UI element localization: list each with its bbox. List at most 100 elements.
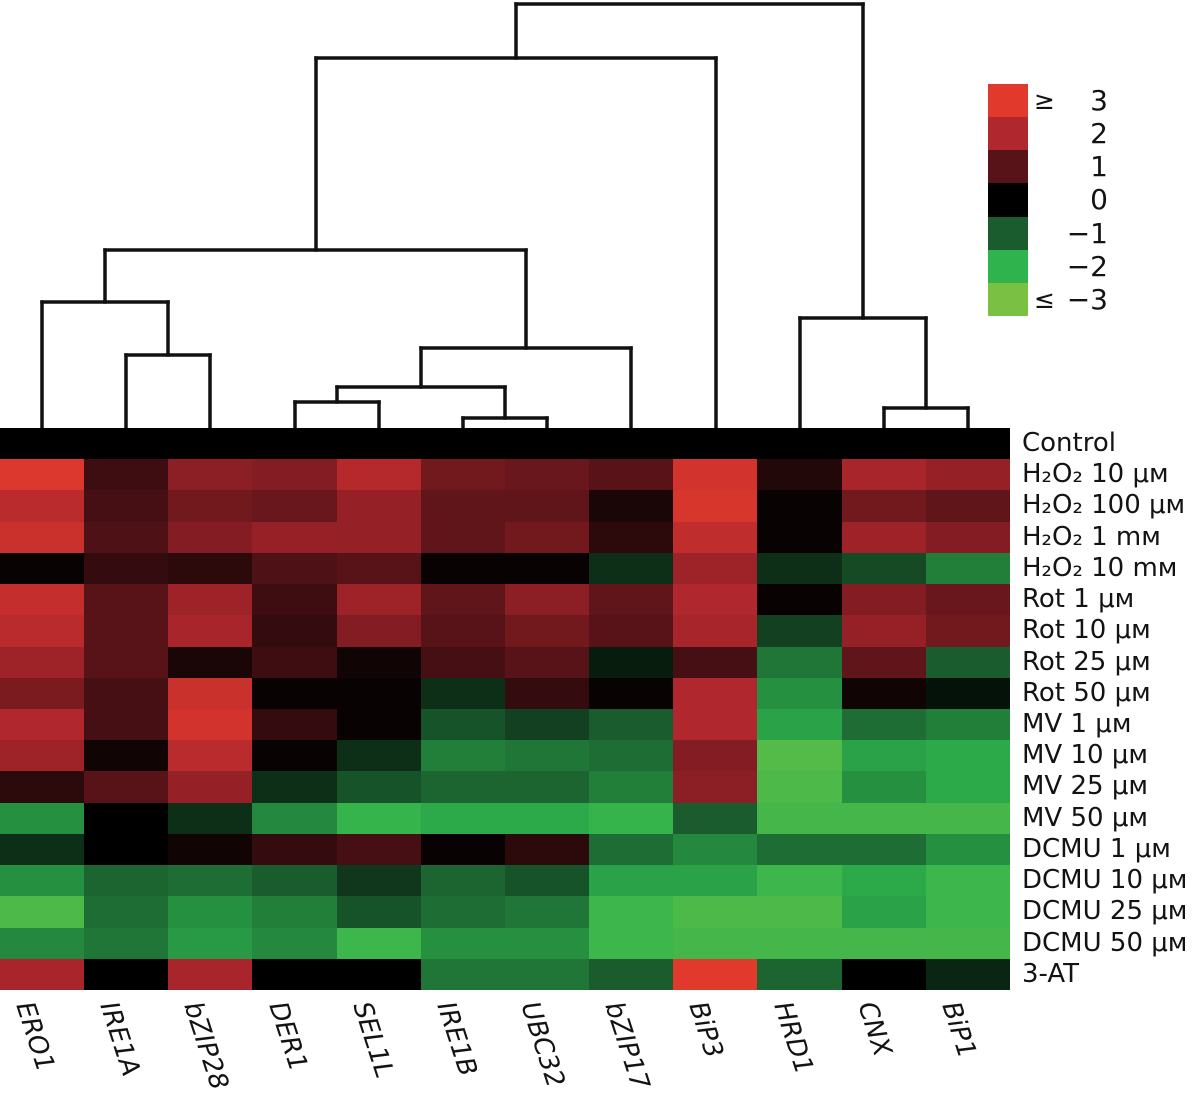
heatmap-cell [757, 459, 842, 491]
column-label: bZIP17 [598, 998, 656, 1094]
heatmap-cell [673, 708, 758, 741]
legend-color-swatch [988, 282, 1028, 316]
heatmap-cell [504, 677, 590, 709]
heatmap-cell [168, 740, 253, 772]
heatmap-cell [757, 552, 842, 585]
heatmap-cell [84, 677, 169, 709]
heatmap-cell [0, 646, 85, 678]
heatmap-cell [252, 490, 337, 522]
heatmap-cell [336, 927, 421, 959]
heatmap-cell [336, 740, 421, 772]
heatmap-cell [420, 552, 505, 585]
heatmap-cell [925, 958, 1010, 990]
heatmap-cell [841, 428, 926, 460]
legend-inequality-symbol: ≥ [1034, 86, 1055, 116]
column-label: UBC32 [514, 998, 571, 1092]
heatmap-cell [168, 428, 253, 460]
legend-value: −1 [1066, 216, 1108, 250]
heatmap-cell [925, 552, 1010, 585]
heatmap-cell [925, 802, 1010, 834]
heatmap-cell [336, 833, 421, 866]
row-label: Rot 25 μᴍ [1022, 646, 1151, 677]
heatmap-cell [0, 552, 85, 585]
heatmap-cell [673, 646, 758, 678]
row-label: DCMU 50 μᴍ [1022, 927, 1188, 958]
row-label: DCMU 1 μᴍ [1022, 833, 1171, 864]
heatmap-cell [589, 459, 674, 491]
heatmap-cell [168, 490, 253, 522]
heatmap-cell [504, 584, 590, 616]
heatmap-cell [504, 958, 590, 990]
heatmap-cell [336, 896, 421, 928]
heatmap-cell [589, 771, 674, 803]
heatmap-cell [336, 584, 421, 616]
heatmap-cell [504, 490, 590, 522]
heatmap-cell [925, 428, 1010, 460]
heatmap-cell [841, 584, 926, 616]
heatmap-cell [252, 646, 337, 678]
heatmap-cell [420, 865, 505, 897]
legend-value: 3 [1090, 84, 1108, 118]
heatmap-cell [673, 615, 758, 647]
heatmap-cell [336, 459, 421, 491]
legend-entry: 2 [1034, 117, 1108, 150]
heatmap-cell [336, 646, 421, 678]
legend-color-swatch [988, 249, 1028, 283]
row-label: H₂O₂ 10 mᴍ [1022, 552, 1178, 583]
column-label: IRE1B [430, 998, 483, 1081]
heatmap-cell [841, 958, 926, 990]
heatmap-cell [168, 958, 253, 990]
heatmap-cell [504, 771, 590, 803]
heatmap-cell [168, 833, 253, 866]
heatmap-cell [925, 584, 1010, 616]
heatmap-cell [925, 771, 1010, 803]
heatmap-cell [757, 584, 842, 616]
heatmap-cell [420, 927, 505, 959]
heatmap-cell [757, 833, 842, 866]
heatmap-cell [841, 865, 926, 897]
heatmap-cell [589, 833, 674, 866]
heatmap-cell [336, 865, 421, 897]
heatmap-cell [0, 740, 85, 772]
heatmap-cell [168, 646, 253, 678]
heatmap-cell [589, 521, 674, 553]
heatmap-cell [0, 615, 85, 647]
heatmap-cell [589, 958, 674, 990]
heatmap-cell [757, 615, 842, 647]
heatmap-cell [0, 490, 85, 522]
row-label: H₂O₂ 100 μᴍ [1022, 490, 1186, 521]
legend-inequality-symbol: ≤ [1034, 284, 1055, 314]
heatmap-cell [504, 428, 590, 460]
heatmap-cell [673, 958, 758, 990]
heatmap-cell [589, 802, 674, 834]
row-label: DCMU 10 μᴍ [1022, 865, 1188, 896]
heatmap-cell [168, 677, 253, 709]
heatmap-cell [252, 521, 337, 553]
heatmap-cell [673, 865, 758, 897]
heatmap-cell [252, 896, 337, 928]
heatmap-cell [925, 896, 1010, 928]
column-label: HRD1 [767, 998, 819, 1078]
legend-color-swatch [988, 150, 1028, 184]
heatmap-cell [504, 865, 590, 897]
heatmap-cell [925, 927, 1010, 959]
heatmap-cell [420, 771, 505, 803]
heatmap-cell [589, 615, 674, 647]
legend-entry: −2 [1034, 250, 1108, 283]
heatmap-cell [673, 833, 758, 866]
heatmap-cell [0, 521, 85, 553]
row-label: H₂O₂ 10 μᴍ [1022, 459, 1169, 490]
row-label: Rot 50 μᴍ [1022, 677, 1151, 708]
heatmap-cell [757, 896, 842, 928]
heatmap-grid [0, 428, 1010, 990]
heatmap-cell [504, 708, 590, 741]
heatmap-cell [336, 552, 421, 585]
column-label: SEL1L [346, 998, 399, 1082]
heatmap-cell [420, 459, 505, 491]
heatmap-cell [0, 584, 85, 616]
heatmap-cell [252, 615, 337, 647]
row-label: MV 50 μᴍ [1022, 802, 1148, 833]
row-label: Rot 10 μᴍ [1022, 615, 1151, 646]
heatmap-cell [252, 584, 337, 616]
heatmap-cell [504, 802, 590, 834]
